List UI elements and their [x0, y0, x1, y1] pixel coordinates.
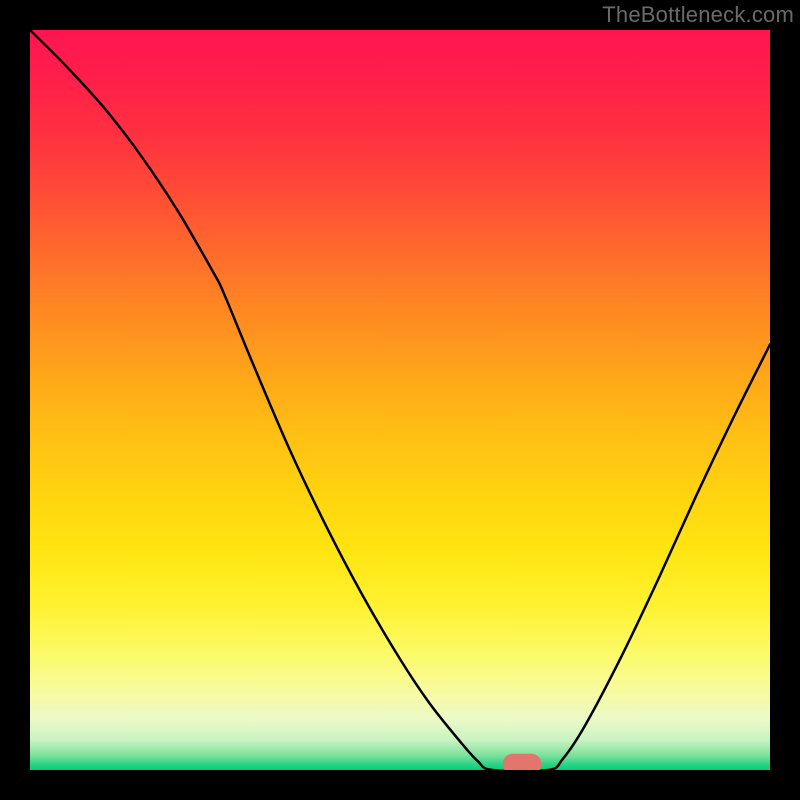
chart-svg	[30, 30, 770, 770]
optimal-point-marker	[503, 754, 541, 770]
watermark-text: TheBottleneck.com	[602, 2, 794, 28]
chart-plot-area	[30, 30, 770, 770]
